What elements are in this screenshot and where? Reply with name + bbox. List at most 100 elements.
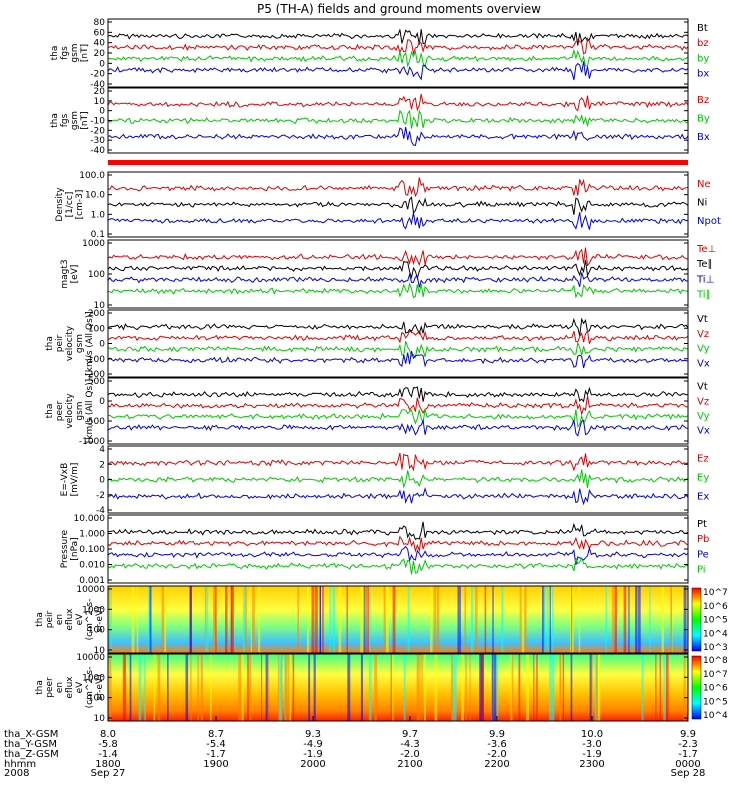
spectrogram-streak — [542, 586, 545, 653]
spectrogram-streak — [510, 654, 512, 721]
spectrogram-streak — [338, 586, 342, 653]
y-axis-label: velocity — [65, 325, 75, 361]
panel-9: 10^7 10^6 10^5 10^4 10^3 10000 1000 100 10 tha pei… — [35, 585, 728, 656]
y-axis-label: en — [55, 682, 65, 693]
y-axis-label: Density — [55, 187, 65, 222]
spectrogram-streak — [205, 586, 207, 653]
spectrogram-streak — [641, 654, 644, 721]
spectrogram-streak — [360, 654, 363, 721]
y-axis-label: [cm-3] — [75, 190, 85, 220]
spectrogram-streak — [493, 654, 497, 721]
spectrogram-streak — [471, 586, 474, 653]
y-tick-label: 0 — [99, 340, 105, 350]
x-tick-label: -2.0 — [487, 749, 507, 760]
spectrogram-streak — [190, 654, 192, 721]
chart-title: P5 (TH-A) fields and ground moments over… — [257, 2, 541, 16]
legend-Te⊥: Te⊥ — [696, 244, 716, 255]
spectrogram-streak — [683, 654, 686, 721]
spectrogram-streak — [250, 586, 252, 653]
legend-Vz: Vz — [697, 396, 709, 407]
y-tick-label: -2 — [96, 491, 105, 501]
spectrogram-streak — [474, 586, 478, 653]
spectrogram-streak — [649, 586, 651, 653]
spectrogram-streak — [546, 586, 549, 653]
legend-Ti∥: Ti∥ — [696, 289, 711, 300]
series-line-Vz — [107, 329, 689, 344]
spectrogram-streak — [374, 654, 378, 721]
spectrogram-streak — [491, 654, 494, 721]
series-line-Te⊥ — [107, 247, 689, 267]
spectrogram-streak — [210, 654, 212, 721]
spectrogram-streak — [383, 586, 386, 653]
y-axis-label: (cm^2-s- — [85, 667, 95, 709]
x-tick-label: -1.9 — [303, 749, 323, 760]
panel-frame — [107, 377, 689, 445]
y-tick-label: 1000 — [82, 605, 105, 615]
spectrogram-streak — [452, 654, 455, 721]
spectrogram-streak — [319, 586, 321, 653]
x-tick-label: Sep 28 — [671, 768, 706, 779]
y-axis-label: gsm — [75, 334, 85, 353]
spectrogram-streak — [562, 654, 565, 721]
spectrogram-streak — [284, 654, 288, 721]
x-tick-label: -2.3 — [678, 739, 698, 750]
spectrogram-streak — [363, 586, 365, 653]
y-tick-label: 1000 — [82, 673, 105, 683]
series-line-Ez — [107, 452, 689, 472]
y-tick-label: -200 — [85, 370, 106, 380]
spectrogram-streak — [190, 586, 192, 653]
y-axis-label: en — [55, 614, 65, 625]
y-tick-label: -10 — [90, 117, 105, 127]
spectrogram-streak — [241, 654, 244, 721]
legend-by: by — [697, 53, 709, 64]
spectrogram-streak — [605, 586, 607, 653]
spectrogram-streak — [403, 654, 406, 721]
x-tick-label: 9.3 — [305, 729, 321, 740]
series-line-Pb — [107, 535, 689, 553]
spectrogram-streak — [661, 586, 664, 653]
spectrogram-streak — [157, 654, 161, 721]
spectrogram-streak — [571, 586, 573, 653]
spectrogram-streak — [559, 654, 561, 721]
spectrogram-streak — [332, 586, 336, 653]
spectrogram-streak — [611, 586, 614, 653]
y-axis-label: (cm^2-s- — [85, 599, 95, 641]
y-axis-label: [eV] — [70, 265, 80, 284]
y-axis-label: Pressure — [60, 529, 70, 568]
series-line-Vt — [107, 386, 688, 403]
spectrogram-streak — [161, 586, 165, 653]
spectrogram-streak — [346, 586, 348, 653]
spectrogram-streak — [308, 654, 311, 721]
x-tick-label: 2100 — [397, 759, 422, 770]
spectrogram-streak — [663, 654, 666, 721]
series-line-Ex — [107, 486, 689, 506]
x-tick-label: 8.0 — [100, 729, 116, 740]
spectrogram-streak — [549, 586, 551, 653]
panel-frame — [107, 18, 689, 88]
y-axis-label: tha — [35, 612, 45, 627]
spectrogram-streak — [407, 586, 410, 653]
spectrogram-streak — [390, 654, 392, 721]
y-axis-label: [km/s (All Qs)] — [85, 379, 95, 443]
y-axis-label: eV — [75, 613, 85, 626]
y-tick-label: -30 — [90, 136, 105, 146]
spectrogram-streak — [149, 586, 152, 653]
spectrogram-streak — [492, 586, 494, 653]
spectrogram-streak — [421, 654, 423, 721]
y-tick-label: 100 — [88, 270, 105, 280]
spectrogram-streak — [131, 586, 135, 653]
panel-6: Vt Vz Vy Vx 500 0 -500 -1000 tha peer velocity gsm[… — [45, 377, 710, 447]
panel-frame — [107, 514, 689, 584]
x-tick-label: 1800 — [95, 759, 120, 770]
y-tick-label: 10.000 — [74, 514, 106, 524]
y-axis-label: peer — [45, 677, 55, 698]
y-tick-label: 100 — [88, 626, 105, 636]
x-tick-label: -3.6 — [487, 739, 507, 750]
series-line-bz — [107, 37, 689, 56]
spectrogram-streak — [368, 586, 371, 653]
spectrogram-streak — [519, 586, 522, 653]
spectrogram-streak — [589, 654, 592, 721]
series-line-Ti∥ — [107, 282, 689, 299]
y-tick-label: 20 — [94, 87, 106, 97]
